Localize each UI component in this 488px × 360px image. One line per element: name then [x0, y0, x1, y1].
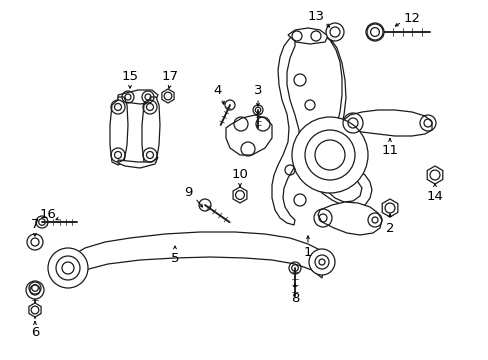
Text: 10: 10 [231, 168, 248, 181]
Circle shape [27, 234, 43, 250]
Polygon shape [343, 110, 431, 136]
Text: 11: 11 [381, 144, 398, 157]
Circle shape [291, 117, 367, 193]
Circle shape [365, 23, 383, 41]
Circle shape [308, 249, 334, 275]
Polygon shape [118, 90, 158, 104]
Text: 12: 12 [403, 12, 420, 24]
Polygon shape [233, 187, 246, 203]
Text: 9: 9 [183, 186, 192, 199]
Polygon shape [271, 31, 371, 225]
Polygon shape [317, 202, 381, 235]
Polygon shape [287, 28, 327, 44]
Polygon shape [225, 115, 271, 155]
Polygon shape [382, 199, 397, 217]
Text: 14: 14 [426, 189, 443, 202]
Text: 4: 4 [213, 84, 222, 96]
Circle shape [26, 281, 44, 299]
Circle shape [48, 248, 88, 288]
Polygon shape [68, 232, 325, 278]
Text: 6: 6 [31, 327, 39, 339]
Text: 8: 8 [290, 292, 299, 305]
Text: 16: 16 [40, 208, 56, 221]
Polygon shape [118, 157, 158, 168]
Polygon shape [29, 303, 41, 317]
Text: 15: 15 [121, 69, 138, 82]
Polygon shape [110, 97, 128, 165]
Text: 3: 3 [253, 84, 262, 96]
Polygon shape [427, 166, 442, 184]
Circle shape [325, 23, 343, 41]
Text: 5: 5 [170, 252, 179, 265]
Text: 13: 13 [307, 10, 324, 23]
Text: 7: 7 [31, 217, 39, 230]
Text: 17: 17 [161, 69, 178, 82]
Polygon shape [162, 89, 174, 103]
Text: 1: 1 [303, 246, 312, 258]
Polygon shape [142, 97, 160, 165]
Text: 2: 2 [385, 221, 393, 234]
